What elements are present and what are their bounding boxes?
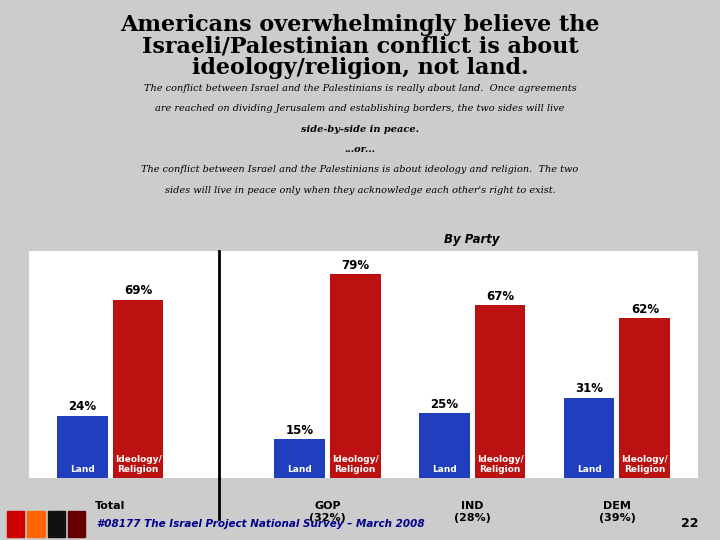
- Text: side-by-side in peace.: side-by-side in peace.: [301, 125, 419, 134]
- Bar: [619, 318, 670, 478]
- Text: 22: 22: [681, 517, 698, 530]
- Bar: [113, 300, 163, 478]
- Text: 62%: 62%: [631, 302, 659, 315]
- Text: Ideology/
Religion: Ideology/ Religion: [114, 455, 161, 474]
- Text: ideology/religion, not land.: ideology/religion, not land.: [192, 57, 528, 79]
- Text: ...or...: ...or...: [344, 145, 376, 154]
- Text: Land: Land: [287, 465, 312, 474]
- Bar: [474, 305, 526, 478]
- Text: Ideology/
Religion: Ideology/ Religion: [332, 455, 379, 474]
- Text: DEM
(39%): DEM (39%): [598, 501, 635, 523]
- Text: sides will live in peace only when they acknowledge each other's right to exist.: sides will live in peace only when they …: [165, 186, 555, 195]
- Text: Land: Land: [70, 465, 95, 474]
- Text: #08177 The Israel Project National Survey – March 2008: #08177 The Israel Project National Surve…: [97, 519, 425, 529]
- Bar: [27, 511, 45, 537]
- Bar: [7, 511, 24, 537]
- Bar: [330, 274, 381, 478]
- Bar: [48, 511, 65, 537]
- Text: 69%: 69%: [124, 285, 152, 298]
- Text: Total: Total: [95, 501, 125, 511]
- Text: 67%: 67%: [486, 289, 514, 302]
- Text: are reached on dividing Jerusalem and establishing borders, the two sides will l: are reached on dividing Jerusalem and es…: [156, 104, 564, 113]
- Text: Israeli/Palestinian conflict is about: Israeli/Palestinian conflict is about: [142, 35, 578, 57]
- Text: Land: Land: [577, 465, 601, 474]
- Bar: [68, 511, 85, 537]
- Text: IND
(28%): IND (28%): [454, 501, 490, 523]
- Text: 25%: 25%: [431, 398, 459, 411]
- Bar: [274, 439, 325, 478]
- Text: 79%: 79%: [341, 259, 369, 272]
- Text: Ideology/
Religion: Ideology/ Religion: [621, 455, 668, 474]
- Text: Americans overwhelmingly believe the: Americans overwhelmingly believe the: [120, 14, 600, 36]
- Text: By Party: By Party: [444, 233, 500, 246]
- Bar: [419, 414, 469, 478]
- Text: Land: Land: [432, 465, 456, 474]
- Text: The conflict between Israel and the Palestinians is about ideology and religion.: The conflict between Israel and the Pale…: [141, 165, 579, 174]
- Text: GOP
(32%): GOP (32%): [309, 501, 346, 523]
- Bar: [564, 398, 614, 478]
- Text: Ideology/
Religion: Ideology/ Religion: [477, 455, 523, 474]
- Bar: [57, 416, 108, 478]
- Text: The conflict between Israel and the Palestinians is really about land.  Once agr: The conflict between Israel and the Pale…: [144, 84, 576, 93]
- Text: 24%: 24%: [68, 401, 96, 414]
- Text: 15%: 15%: [285, 424, 314, 437]
- Text: 31%: 31%: [575, 382, 603, 395]
